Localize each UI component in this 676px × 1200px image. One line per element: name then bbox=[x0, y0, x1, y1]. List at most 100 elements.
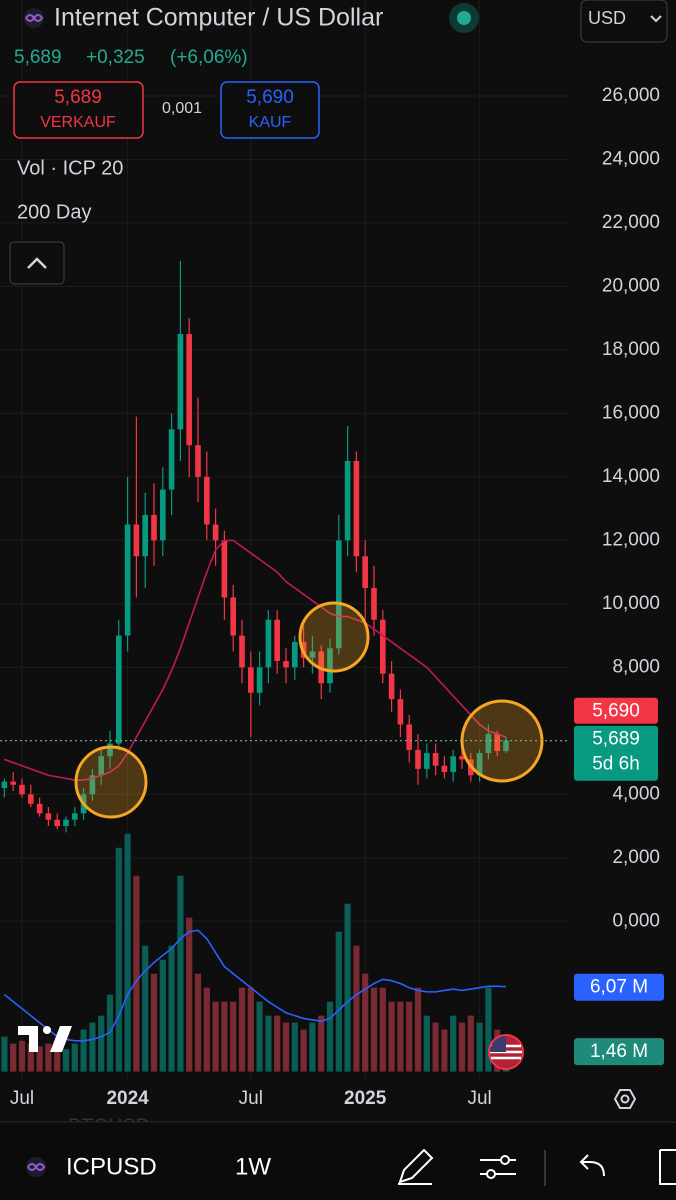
sell-button[interactable] bbox=[13, 81, 144, 139]
slider-knob bbox=[500, 1155, 510, 1165]
sell-price: 5,689 bbox=[54, 87, 102, 108]
volume-bar bbox=[203, 987, 210, 1072]
y-tick-label: 20,000 bbox=[602, 275, 660, 296]
price-marker bbox=[574, 697, 658, 724]
volume-bar bbox=[318, 1015, 325, 1072]
candle-body bbox=[344, 461, 351, 541]
volume-bar bbox=[54, 1046, 61, 1072]
currency: USD bbox=[588, 8, 626, 28]
undo[interactable] bbox=[579, 1154, 605, 1177]
volume-bar bbox=[36, 1046, 43, 1072]
candle-body bbox=[124, 524, 131, 636]
y-tick-label: 14,000 bbox=[602, 466, 660, 487]
candle-body bbox=[151, 514, 157, 541]
candle-body bbox=[256, 667, 263, 693]
candle-body bbox=[388, 673, 395, 700]
candle-body bbox=[168, 429, 175, 490]
candle-body bbox=[98, 756, 105, 776]
candle-body bbox=[432, 753, 439, 766]
volume-bar bbox=[406, 1001, 413, 1072]
candle-body bbox=[230, 597, 237, 636]
candle-body bbox=[397, 699, 404, 725]
volume-bar bbox=[27, 1043, 34, 1072]
volume-bar bbox=[441, 1029, 448, 1072]
candle-body bbox=[247, 667, 254, 693]
logo-part bbox=[50, 1026, 72, 1052]
y-tick-label: 0,000 bbox=[612, 910, 660, 931]
buy-button[interactable] bbox=[220, 81, 320, 139]
y-tick-label: 12,000 bbox=[602, 529, 660, 550]
volume-marker bbox=[574, 973, 664, 1001]
candle-body bbox=[36, 803, 43, 814]
flag-icon[interactable] bbox=[488, 1034, 524, 1070]
price-marker-label: 5,690 bbox=[592, 701, 640, 722]
volume-bar bbox=[10, 1043, 17, 1072]
volume-bar bbox=[194, 973, 202, 1072]
candle-body bbox=[423, 753, 430, 769]
toolbar-symbol[interactable]: ICPUSD bbox=[66, 1153, 157, 1180]
indicator-ma[interactable]: 200 Day bbox=[17, 201, 92, 223]
candle-body bbox=[503, 740, 509, 752]
candle-body bbox=[406, 724, 413, 750]
sell-label: VERKAUF bbox=[40, 114, 116, 131]
draw-tool[interactable] bbox=[398, 1148, 434, 1185]
candle-body bbox=[485, 734, 492, 754]
volume-bar bbox=[45, 1043, 52, 1072]
candle-body bbox=[450, 756, 457, 773]
y-tick-label: 22,000 bbox=[602, 212, 660, 233]
header: Internet Computer / US Dollar USD 5,689 … bbox=[9, 0, 668, 285]
candle-body bbox=[371, 587, 377, 620]
candle-body bbox=[441, 765, 448, 773]
candle-body bbox=[19, 784, 25, 795]
candle-body bbox=[133, 524, 140, 557]
volume-bar bbox=[432, 1022, 439, 1072]
candle-body bbox=[283, 660, 289, 668]
gear-hole bbox=[620, 1094, 630, 1104]
settings-icon[interactable] bbox=[613, 1089, 637, 1109]
collapse-button[interactable] bbox=[9, 241, 65, 285]
tv-logo bbox=[18, 1026, 72, 1052]
more[interactable] bbox=[659, 1149, 676, 1185]
highlight-circle bbox=[74, 745, 148, 819]
candle-body bbox=[142, 514, 149, 557]
candle-body bbox=[221, 540, 228, 598]
candle-body bbox=[177, 334, 184, 430]
axis-labels: 26,000 24,000 22,000 20,000 18,000 16,000 14,0… bbox=[0, 85, 664, 1109]
volume-marker bbox=[574, 1038, 664, 1066]
collapse-icon bbox=[27, 257, 47, 269]
candle-body bbox=[239, 635, 245, 668]
gear bbox=[613, 1089, 637, 1109]
candle-body bbox=[54, 819, 61, 827]
price-marker-countdown: 5d 6h bbox=[592, 754, 640, 775]
volume-bar bbox=[256, 1001, 263, 1072]
volume-ma-line bbox=[3, 929, 507, 1042]
volume-bar bbox=[18, 1040, 26, 1072]
candle-body bbox=[327, 648, 333, 684]
indicator-volume[interactable]: Vol · ICP 20 bbox=[17, 157, 123, 179]
x-tick-label: 2024 bbox=[106, 1088, 149, 1109]
x-tick-label: Jul bbox=[467, 1088, 491, 1109]
candle-body bbox=[115, 635, 122, 744]
candle-body bbox=[45, 813, 52, 820]
logo-part bbox=[18, 1026, 38, 1052]
toolbar-interval[interactable]: 1W bbox=[235, 1153, 271, 1180]
volume-bar bbox=[1, 1036, 8, 1072]
candle-body bbox=[186, 334, 193, 446]
y-tick-label: 26,000 bbox=[602, 85, 660, 106]
last-price: 5,689 bbox=[14, 47, 62, 68]
y-tick-label: 18,000 bbox=[602, 339, 660, 360]
candle-body bbox=[203, 476, 210, 525]
candle-body bbox=[27, 794, 34, 804]
candle-body bbox=[353, 461, 360, 557]
volume-bar bbox=[353, 945, 360, 1072]
volume-bar bbox=[230, 1001, 237, 1072]
volume-bar bbox=[247, 987, 254, 1072]
volume-bar bbox=[476, 1022, 483, 1072]
volume-bar bbox=[212, 1001, 219, 1072]
candle-body bbox=[10, 781, 17, 785]
volume-bar bbox=[62, 1049, 70, 1072]
currency-button[interactable] bbox=[580, 0, 668, 43]
volume-bar bbox=[485, 987, 492, 1072]
spread: 0,001 bbox=[162, 100, 202, 117]
